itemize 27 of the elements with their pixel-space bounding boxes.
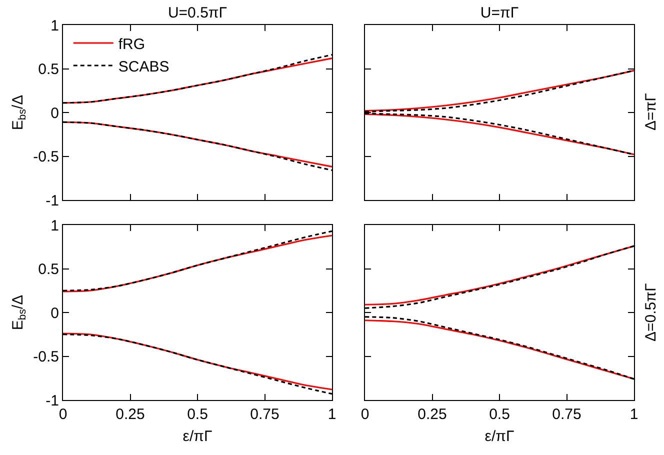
y-tick-label: 0.5 — [38, 61, 59, 78]
chart-title: U=πΓ — [480, 4, 519, 22]
y-tick-label: 1 — [50, 17, 59, 34]
x-tick-label: 1 — [328, 406, 336, 423]
x-tick-label: 0 — [360, 406, 370, 423]
x-tick-label: 0.75 — [552, 406, 582, 423]
y-tick-label: -1 — [46, 192, 59, 210]
x-axis-title: ε/πΓ — [484, 428, 514, 445]
y-tick-label: 0 — [50, 304, 59, 322]
y-tick-label: 0 — [50, 104, 59, 122]
legend-label: SCABS — [118, 58, 170, 76]
y-tick-label: -1 — [46, 392, 59, 410]
y-tick-label: 0.5 — [38, 261, 59, 278]
y-tick-label: 1 — [50, 217, 59, 234]
y-tick-label: -0.5 — [33, 348, 59, 366]
x-tick-label: 0.5 — [489, 406, 510, 423]
y2-axis-title: Δ=πΓ — [642, 93, 660, 130]
x-tick-label: 0.5 — [187, 406, 208, 423]
y-tick-label: -0.5 — [33, 148, 59, 166]
legend-label: fRG — [118, 36, 146, 53]
x-tick-label: 0.25 — [418, 406, 447, 423]
chart-title: U=0.5πΓ — [168, 4, 228, 22]
x-tick-label: 0.75 — [250, 406, 280, 423]
x-tick-label: 0.25 — [116, 406, 145, 423]
y2-axis-title: Δ=0.5πΓ — [642, 283, 660, 342]
x-axis-title: ε/πΓ — [182, 428, 212, 445]
x-tick-label: 1 — [630, 406, 638, 423]
